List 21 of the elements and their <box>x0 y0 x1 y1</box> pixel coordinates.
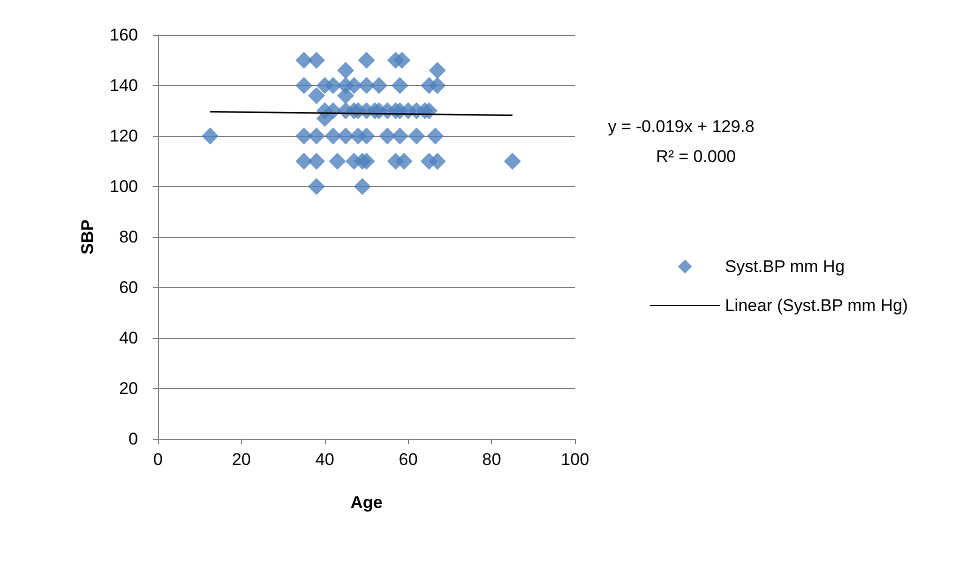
y-tick-label: 80 <box>119 228 138 246</box>
x-tick-label: 60 <box>398 450 418 469</box>
y-tick-label: 120 <box>110 126 138 146</box>
y-tick-label: 160 <box>110 26 138 44</box>
y-tick-label: 140 <box>110 76 138 95</box>
x-tick-label: 0 <box>153 450 163 469</box>
y-tick-label: 60 <box>119 278 138 297</box>
y-tick-label: 20 <box>119 379 138 398</box>
text: y = -0.019x + 129.8 <box>608 117 754 136</box>
y-tick-label: 0 <box>128 430 138 448</box>
legend-label: Linear (Syst.BP mm Hg) <box>725 296 908 315</box>
y-tick-label: 100 <box>110 177 138 196</box>
x-tick-label: 100 <box>560 450 590 469</box>
x-tick-label: 80 <box>482 450 502 469</box>
y-axis-title: SBP <box>78 220 97 254</box>
y-tick-label: 40 <box>119 328 138 348</box>
x-axis-title: Age <box>350 493 383 512</box>
text: R² = 0.000 <box>656 147 736 166</box>
x-tick-label: 20 <box>232 450 251 469</box>
x-tick-label: 40 <box>315 450 334 469</box>
legend-label: Syst.BP mm Hg <box>725 257 845 276</box>
